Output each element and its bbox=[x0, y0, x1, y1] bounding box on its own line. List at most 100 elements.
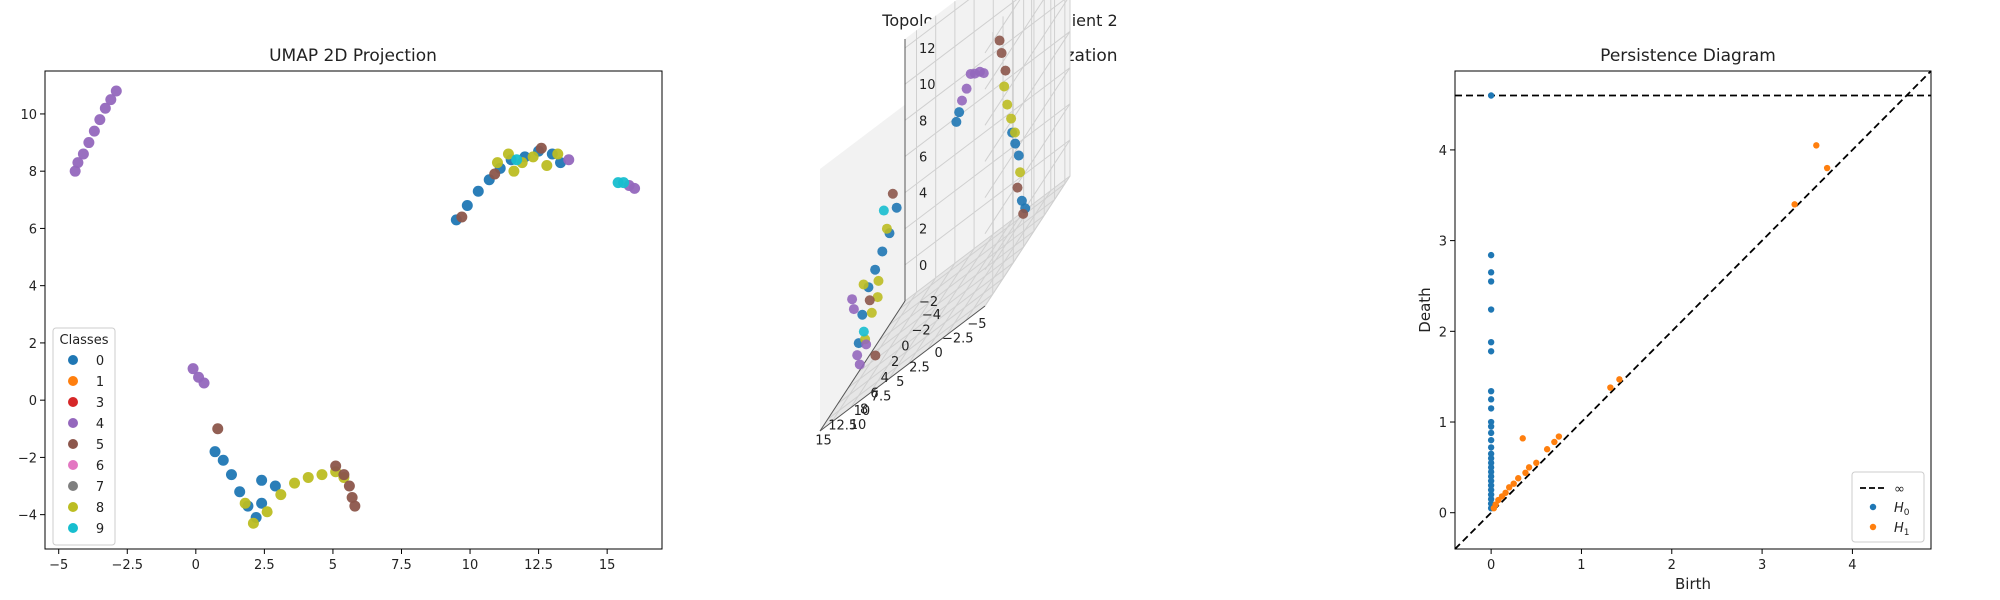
point-class-5 bbox=[338, 469, 350, 481]
point-class-4 bbox=[105, 94, 117, 106]
legend-marker bbox=[68, 376, 78, 386]
point3d-class-4 bbox=[848, 304, 859, 315]
point-H0 bbox=[1487, 429, 1495, 437]
point-class-5 bbox=[343, 480, 355, 492]
persistence-xlabel: Birth bbox=[1675, 575, 1711, 593]
legend-label: 1 bbox=[96, 375, 104, 390]
point-H0 bbox=[1487, 396, 1495, 403]
legend-label: 3 bbox=[96, 396, 104, 411]
y-tick-label: 6 bbox=[870, 387, 878, 402]
point-H0 bbox=[1487, 482, 1495, 489]
persistence-axes-frame bbox=[1454, 70, 1932, 550]
point-class-4 bbox=[94, 114, 106, 126]
point-class-0 bbox=[256, 497, 268, 509]
point3d-class-0 bbox=[1016, 195, 1027, 206]
legend-marker-H0 bbox=[1869, 503, 1877, 511]
point-class-4 bbox=[72, 157, 84, 169]
grid-z-back bbox=[904, 0, 1065, 121]
point-H0 bbox=[1487, 405, 1495, 412]
y-tick-label: 0 bbox=[1439, 507, 1447, 522]
y-tick-label: 4 bbox=[29, 280, 37, 295]
x-tick-label: 5 bbox=[896, 375, 904, 390]
point-H1 bbox=[1522, 469, 1529, 477]
legend-marker bbox=[68, 481, 78, 491]
axis-x-line bbox=[819, 305, 986, 432]
legend-box bbox=[52, 327, 116, 546]
grid-z-left bbox=[984, 103, 1071, 234]
point-H0 bbox=[1487, 387, 1495, 395]
x-tick-label: 15 bbox=[599, 558, 616, 573]
point-class-8 bbox=[316, 469, 328, 481]
point-class-0 bbox=[269, 480, 281, 492]
x-tick-label: 5 bbox=[329, 558, 337, 573]
point3d-class-0 bbox=[891, 202, 902, 213]
umap-3d-panel: UMAP 3D Visualization −5−2.502.557.51012… bbox=[815, 0, 1118, 448]
point-class-4 bbox=[77, 148, 89, 160]
y-tick-label: 1 bbox=[1439, 416, 1447, 431]
point3d-class-8 bbox=[1002, 99, 1013, 110]
point-H0 bbox=[1487, 473, 1495, 480]
umap-2d-panel: UMAP 2D Projection −5 −2.5 0 2.5 5 7.5 10 12.5 1… bbox=[18, 46, 663, 573]
legend-marker bbox=[68, 523, 78, 533]
point3d-class-0 bbox=[951, 116, 962, 127]
grid-z-left bbox=[984, 67, 1071, 198]
point-H0 bbox=[1487, 251, 1495, 259]
point3d-class-0 bbox=[877, 246, 888, 257]
grid-x-floor bbox=[869, 262, 956, 394]
point-H0 bbox=[1487, 423, 1495, 430]
legend-marker bbox=[68, 460, 78, 470]
y-tick-label: −4 bbox=[922, 308, 941, 323]
legend-marker bbox=[68, 439, 78, 449]
point3d-class-8 bbox=[858, 279, 869, 290]
pane-back bbox=[905, 0, 1070, 301]
point-class-8 bbox=[508, 165, 520, 177]
point-H1 bbox=[1813, 142, 1820, 149]
point3d-class-8 bbox=[881, 223, 892, 234]
x-tick-label: 0 bbox=[192, 558, 200, 573]
point-H0 bbox=[1487, 468, 1495, 476]
persistence-reference-lines bbox=[1454, 70, 1932, 550]
point-class-0 bbox=[234, 486, 246, 498]
y-tick-label: 10 bbox=[20, 108, 37, 123]
point3d-class-5 bbox=[864, 295, 875, 306]
point-class-5 bbox=[489, 168, 501, 180]
point3d-class-4 bbox=[961, 83, 972, 94]
umap-3d-points bbox=[847, 35, 1031, 370]
grid-y-floor bbox=[899, 183, 1066, 310]
z-tick-label: −2 bbox=[919, 295, 938, 310]
x-tick-label: 2 bbox=[1668, 558, 1676, 573]
point3d-class-0 bbox=[1013, 150, 1024, 161]
x-tick-label: −5 bbox=[49, 558, 68, 573]
point-H0 bbox=[1487, 491, 1495, 498]
point-H1 bbox=[1823, 164, 1831, 172]
point-class-9 bbox=[511, 154, 523, 166]
point-H1 bbox=[1533, 459, 1540, 467]
persistence-ticks: 0 1 2 3 4 0 1 2 3 4 bbox=[1439, 144, 1857, 573]
x-tick-label: 12.5 bbox=[524, 558, 553, 573]
y-tick-label: −2 bbox=[18, 451, 37, 466]
legend-marker bbox=[68, 397, 78, 407]
point-class-8 bbox=[261, 506, 273, 518]
x-tick-label: 2.5 bbox=[254, 558, 275, 573]
grid-z-back bbox=[904, 67, 1071, 193]
diagonal-line bbox=[1454, 70, 1932, 550]
y-tick-label: 6 bbox=[29, 222, 37, 237]
y-tick-label: −4 bbox=[18, 509, 37, 524]
legend-label: 6 bbox=[96, 459, 104, 474]
x-tick-label: 4 bbox=[1848, 558, 1856, 573]
point-class-4 bbox=[110, 85, 122, 97]
point-H1 bbox=[1551, 438, 1558, 446]
grid-x-floor bbox=[946, 204, 1033, 336]
point-class-0 bbox=[209, 446, 221, 458]
point-H1 bbox=[1490, 504, 1498, 512]
legend-marker-H1 bbox=[1869, 523, 1877, 531]
point-H0 bbox=[1487, 418, 1495, 426]
point-class-4 bbox=[198, 377, 210, 389]
persistence-points bbox=[1487, 92, 1831, 512]
grid-z-left bbox=[984, 31, 1071, 162]
point3d-class-8 bbox=[1009, 127, 1020, 138]
grid-z-left bbox=[984, 0, 1021, 54]
